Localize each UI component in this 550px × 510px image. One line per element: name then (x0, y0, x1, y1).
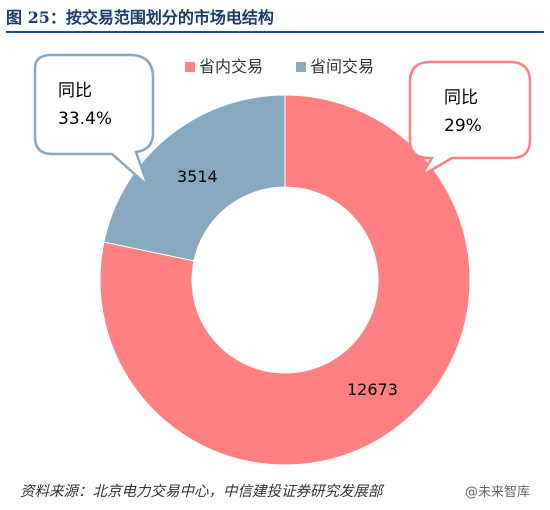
legend-swatch-province-inner (185, 62, 195, 72)
callout-province-inner: 同比 29% (408, 60, 532, 178)
donut-slice-0 (99, 94, 471, 466)
callout-bubble-right (408, 60, 532, 178)
source-note: 资料来源：北京电力交易中心，中信建投证券研究发展部 (20, 484, 383, 500)
figure-title: 图 25：按交易范围划分的市场电结构 (6, 8, 274, 27)
watermark: @未来智库 (462, 481, 534, 500)
donut-slices (99, 94, 471, 466)
callout-right-yoy-value: 29% (444, 116, 482, 136)
legend-label-province-inter: 省间交易 (310, 57, 374, 76)
callout-left-yoy-label: 同比 (58, 81, 92, 101)
legend-label-province-inner: 省内交易 (199, 57, 263, 76)
callout-left-yoy-value: 33.4% (58, 109, 112, 129)
chart-legend: 省内交易 省间交易 (185, 57, 374, 76)
data-label-province-inner: 12673 (347, 380, 398, 399)
legend-swatch-province-inter (296, 62, 306, 72)
data-label-province-inter: 3514 (177, 167, 218, 186)
callout-right-yoy-label: 同比 (444, 88, 478, 108)
callout-bubble-left (33, 53, 155, 187)
callout-province-inter: 同比 33.4% (33, 53, 155, 187)
title-rule (6, 31, 544, 33)
donut-slice-1 (103, 94, 286, 262)
